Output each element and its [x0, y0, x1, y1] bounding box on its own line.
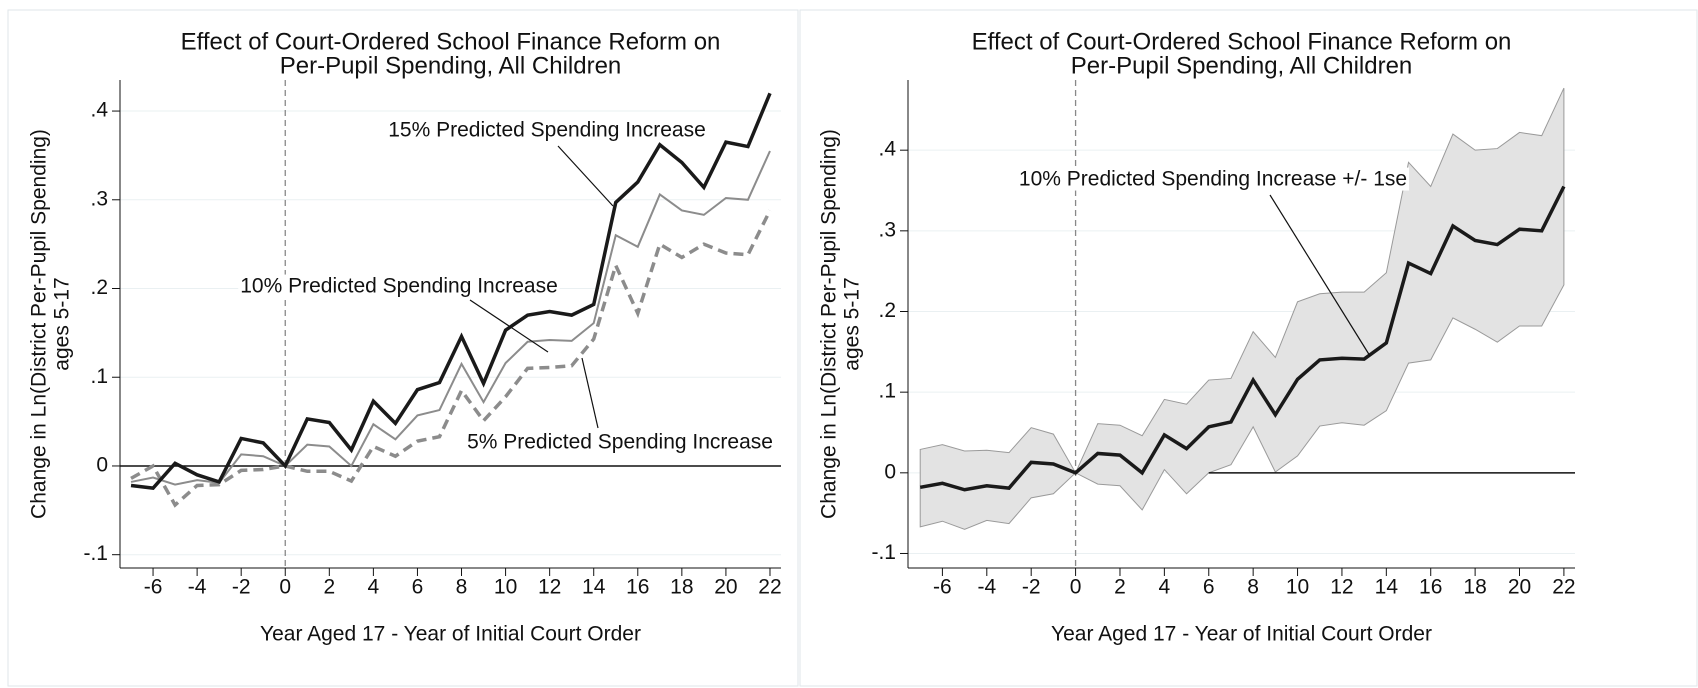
y-tick-label: .4: [90, 99, 108, 122]
series-line: [919, 185, 1566, 492]
series-line: [130, 92, 772, 490]
x-tick-label: 10: [494, 576, 517, 599]
y-tick-label: -.1: [871, 541, 896, 564]
x-tick-label: 18: [1463, 576, 1486, 599]
x-tick-label: -2: [232, 576, 251, 599]
x-tick-label: 16: [626, 576, 649, 599]
x-tick-label: 22: [758, 576, 781, 599]
x-axis-label: Year Aged 17 - Year of Initial Court Ord…: [1051, 623, 1432, 646]
x-tick-label: -2: [1022, 576, 1041, 599]
y-tick-label: 0: [884, 460, 896, 483]
x-tick-label: 4: [368, 576, 380, 599]
chart-title: Effect of Court-Ordered School Finance R…: [972, 28, 1512, 55]
x-tick-label: 2: [323, 576, 335, 599]
y-axis-label: ages 5-17: [51, 277, 74, 370]
x-tick-label: 14: [1375, 576, 1399, 599]
series-line: [130, 209, 772, 508]
x-tick-label: -4: [977, 576, 996, 599]
x-tick-label: 12: [538, 576, 561, 599]
x-tick-label: 8: [456, 576, 468, 599]
x-tick-label: 12: [1330, 576, 1353, 599]
x-tick-label: 20: [714, 576, 737, 599]
annotation-leader: [469, 299, 549, 353]
y-axis-label: Change in Ln(District Per-Pupil Spending…: [818, 129, 841, 519]
x-tick-label: 16: [1419, 576, 1442, 599]
x-tick-label: 18: [670, 576, 693, 599]
x-tick-label: 8: [1247, 576, 1259, 599]
y-axis-label: ages 5-17: [841, 277, 864, 370]
annotation-bg: [1016, 167, 1410, 191]
annotation: 10% Predicted Spending Increase: [240, 275, 558, 298]
x-tick-label: 6: [412, 576, 424, 599]
chart-title: Per-Pupil Spending, All Children: [1071, 52, 1413, 79]
x-tick-label: 22: [1552, 576, 1575, 599]
annotation: 5% Predicted Spending Increase: [467, 431, 773, 454]
y-tick-label: .2: [90, 276, 108, 299]
panel: Effect of Court-Ordered School Finance R…: [799, 9, 1698, 687]
y-tick-label: .2: [878, 299, 896, 322]
y-tick-label: .3: [90, 187, 108, 210]
y-tick-label: .4: [878, 138, 896, 161]
x-tick-label: 6: [1203, 576, 1215, 599]
y-tick-label: 0: [96, 454, 108, 477]
x-axis-label: Year Aged 17 - Year of Initial Court Ord…: [260, 623, 641, 646]
annotation: 10% Predicted Spending Increase +/- 1se: [1019, 168, 1407, 191]
annotation: 15% Predicted Spending Increase: [388, 119, 706, 142]
x-tick-label: 0: [1070, 576, 1082, 599]
annotation-leader: [581, 357, 599, 429]
x-tick-label: 14: [582, 576, 606, 599]
x-tick-label: -6: [144, 576, 163, 599]
annotation-leader: [1269, 194, 1371, 357]
panel: Effect of Court-Ordered School Finance R…: [7, 9, 799, 687]
x-tick-label: 4: [1159, 576, 1171, 599]
chart-title: Per-Pupil Spending, All Children: [280, 52, 622, 79]
x-tick-label: -6: [933, 576, 952, 599]
x-tick-label: 0: [279, 576, 291, 599]
annotation-bg: [238, 274, 560, 298]
annotation-leader: [557, 145, 614, 207]
annotation-bg: [386, 118, 708, 142]
y-tick-label: .1: [878, 380, 896, 403]
y-tick-label: .1: [90, 365, 108, 388]
y-axis-label: Change in Ln(District Per-Pupil Spending…: [28, 129, 51, 519]
x-tick-label: 20: [1508, 576, 1531, 599]
annotation-bg: [465, 430, 775, 454]
x-tick-label: 2: [1114, 576, 1126, 599]
series-line: [130, 150, 771, 486]
confidence-band: [919, 87, 1565, 530]
y-tick-label: -.1: [83, 542, 108, 565]
x-tick-label: -4: [188, 576, 207, 599]
y-tick-label: .3: [878, 218, 896, 241]
chart-title: Effect of Court-Ordered School Finance R…: [181, 28, 721, 55]
x-tick-label: 10: [1286, 576, 1309, 599]
